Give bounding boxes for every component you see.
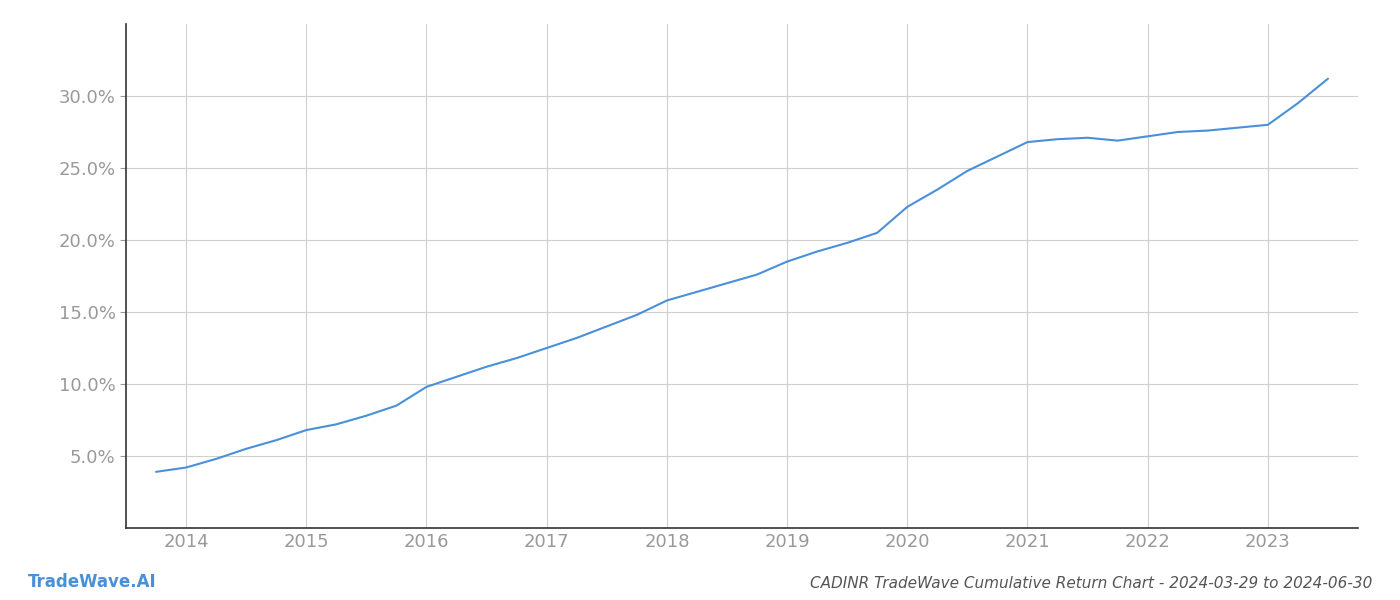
Text: TradeWave.AI: TradeWave.AI <box>28 573 157 591</box>
Text: CADINR TradeWave Cumulative Return Chart - 2024-03-29 to 2024-06-30: CADINR TradeWave Cumulative Return Chart… <box>809 576 1372 591</box>
